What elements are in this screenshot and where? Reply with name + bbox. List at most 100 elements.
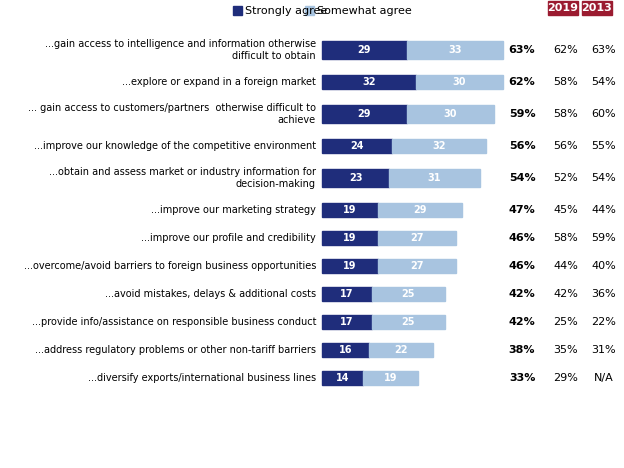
Text: 24: 24 [350,141,364,151]
Text: ...explore or expand in a foreign market: ...explore or expand in a foreign market [122,77,316,87]
Bar [363,371,419,385]
Text: ...improve our profile and credibility: ...improve our profile and credibility [141,233,316,243]
Bar [548,1,578,15]
Text: 38%: 38% [509,345,535,355]
Text: 29: 29 [358,45,371,55]
Text: 33: 33 [448,45,462,55]
Bar [322,105,407,124]
Text: ...diversify exports/international business lines: ...diversify exports/international busin… [88,373,316,383]
Text: 19: 19 [343,233,356,243]
Bar [322,75,416,89]
Text: 17: 17 [340,317,354,327]
Bar [378,231,457,245]
Text: ...gain access to intelligence and information otherwise
difficult to obtain: ...gain access to intelligence and infor… [45,39,316,61]
Text: 31: 31 [428,173,441,183]
Bar [407,41,503,59]
Text: 33%: 33% [509,373,535,383]
Text: 63%: 63% [509,45,535,55]
Text: 32: 32 [362,77,376,87]
Text: 2013: 2013 [582,3,612,13]
Text: ...overcome/avoid barriers to foreign business opportunities: ...overcome/avoid barriers to foreign bu… [24,261,316,271]
Text: Somewhat agree: Somewhat agree [317,6,412,15]
Text: 42%: 42% [553,289,578,299]
Text: 2019: 2019 [547,3,578,13]
Bar [392,139,485,154]
Text: ...avoid mistakes, delays & additional costs: ...avoid mistakes, delays & additional c… [105,289,316,299]
Text: ... gain access to customers/partners  otherwise difficult to
achieve: ... gain access to customers/partners ot… [28,103,316,125]
Text: 54%: 54% [509,173,535,183]
Text: 55%: 55% [592,141,617,151]
Text: 63%: 63% [592,45,617,55]
Text: 56%: 56% [509,141,535,151]
Text: 27: 27 [410,233,424,243]
Text: 60%: 60% [592,109,617,119]
Text: 25: 25 [401,289,415,299]
Bar [322,343,369,357]
Text: 23: 23 [349,173,363,183]
Bar [322,287,372,301]
Text: 52%: 52% [553,173,578,183]
Text: 62%: 62% [553,45,578,55]
Text: 42%: 42% [509,289,535,299]
Text: 30: 30 [444,109,457,119]
Text: 59%: 59% [509,109,535,119]
Text: 62%: 62% [509,77,535,87]
Bar [322,168,389,187]
Bar [322,203,378,217]
Text: 29: 29 [413,205,427,215]
Text: Strongly agree: Strongly agree [245,6,327,15]
Text: 29: 29 [358,109,371,119]
Text: 58%: 58% [553,109,578,119]
Text: 22%: 22% [592,317,617,327]
Text: 31%: 31% [592,345,617,355]
Bar [416,75,503,89]
Bar [322,371,363,385]
Text: 27: 27 [410,261,424,271]
Text: 14: 14 [336,373,349,383]
Text: 54%: 54% [592,77,617,87]
Text: 25: 25 [401,317,415,327]
Bar [322,139,392,154]
Bar [378,259,457,273]
Bar [233,6,242,15]
Text: ...improve our marketing strategy: ...improve our marketing strategy [151,205,316,215]
Text: 42%: 42% [509,317,535,327]
Text: 58%: 58% [553,77,578,87]
Text: 44%: 44% [553,261,578,271]
Bar [322,41,407,59]
Text: 19: 19 [343,261,356,271]
Bar [322,314,372,329]
Text: 59%: 59% [592,233,617,243]
Bar [582,1,612,15]
Text: 17: 17 [340,289,354,299]
Text: 19: 19 [384,373,397,383]
Text: 29%: 29% [553,373,578,383]
Bar [322,231,378,245]
Text: 46%: 46% [509,233,535,243]
Text: 46%: 46% [509,261,535,271]
Bar [372,314,445,329]
Text: 44%: 44% [592,205,617,215]
Text: 47%: 47% [509,205,535,215]
Text: 16: 16 [339,345,352,355]
Bar [369,343,433,357]
Bar [407,105,494,124]
Text: 30: 30 [452,77,466,87]
Text: 19: 19 [343,205,356,215]
Text: 58%: 58% [553,233,578,243]
Text: ...address regulatory problems or other non-tariff barriers: ...address regulatory problems or other … [35,345,316,355]
Text: 56%: 56% [553,141,578,151]
Text: ...improve our knowledge of the competitive environment: ...improve our knowledge of the competit… [34,141,316,151]
Text: N/A: N/A [594,373,614,383]
Bar [322,259,378,273]
Text: 25%: 25% [553,317,578,327]
Text: ...provide info/assistance on responsible business conduct: ...provide info/assistance on responsibl… [31,317,316,327]
Bar [389,168,480,187]
Text: ...obtain and assess market or industry information for
decision-making: ...obtain and assess market or industry … [49,167,316,189]
Text: 36%: 36% [592,289,617,299]
Text: 22: 22 [394,345,407,355]
Text: 32: 32 [432,141,446,151]
Bar [378,203,462,217]
Bar [372,287,445,301]
Bar [305,6,314,15]
